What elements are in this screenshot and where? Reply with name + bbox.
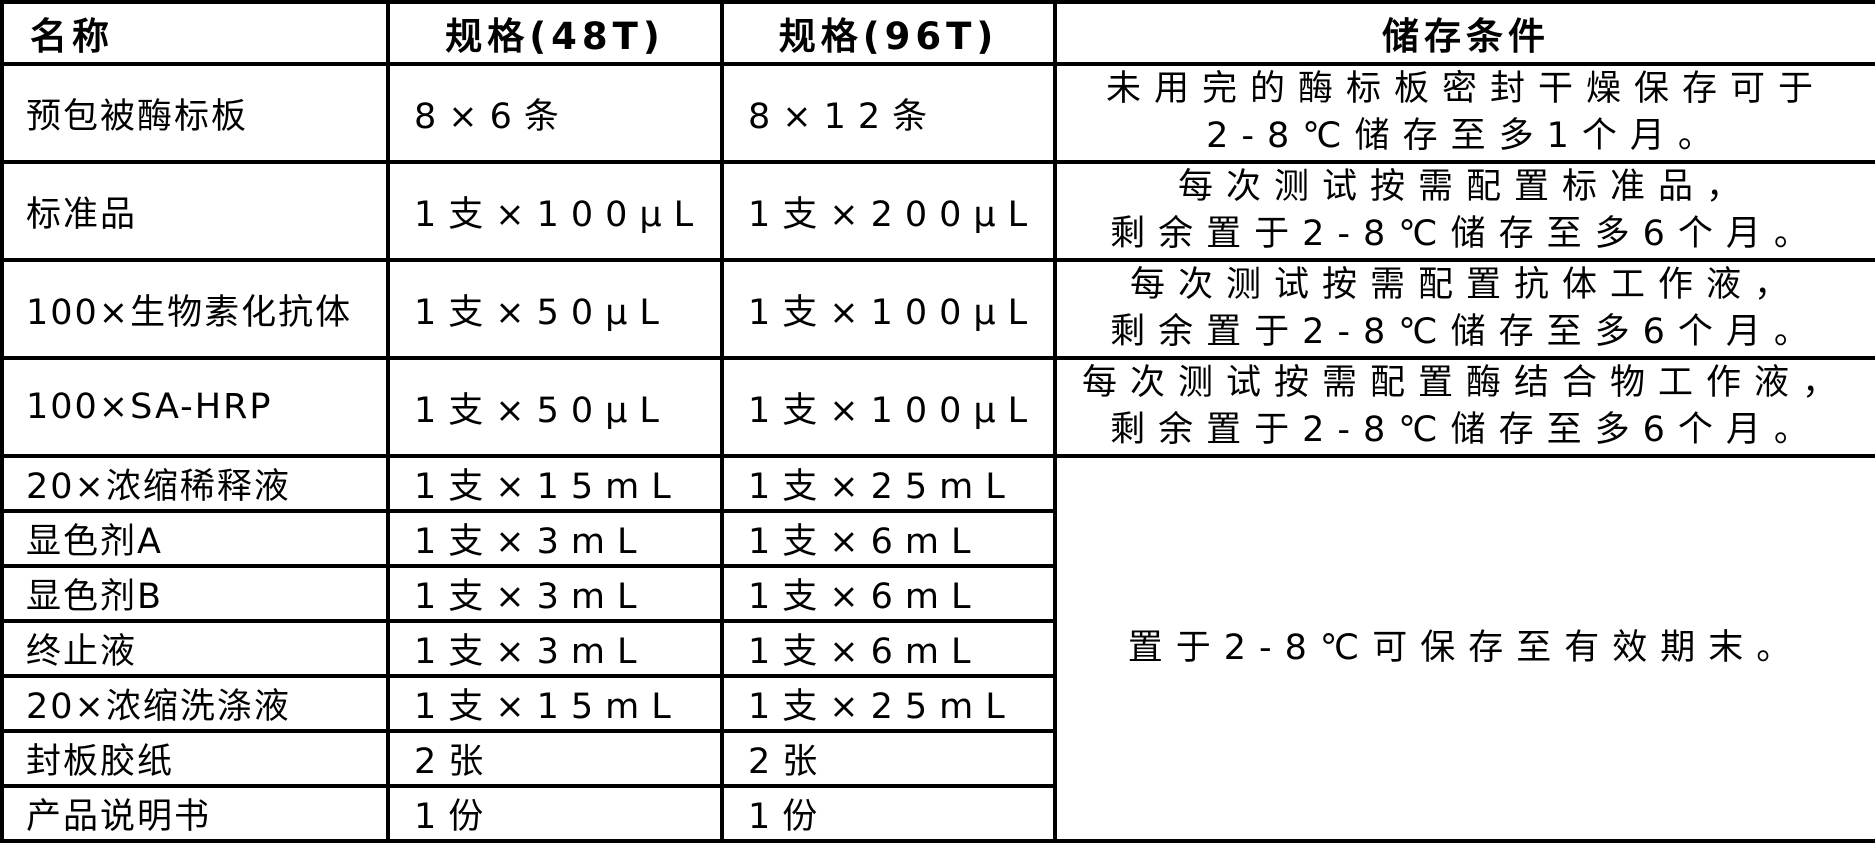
cell-spec-48t: 1支×3mL [386,509,724,568]
cell-spec-48t: 8×6条 [386,62,724,164]
header-storage-conditions: 储存条件 [1053,0,1875,66]
cell-component-name: 产品说明书 [0,784,390,843]
cell-component-name: 显色剂A [0,509,390,568]
table-row: 20×浓缩稀释液 1支×15mL 1支×25mL 置于2-8℃可保存至有效期末。 [0,454,1875,843]
header-spec-96t: 规格(96T) [720,0,1057,66]
table-row: 终止液 1支×3mL 1支×6mL [0,619,1875,678]
cell-spec-96t: 1支×25mL [720,674,1057,733]
header-name: 名称 [0,0,390,66]
cell-component-name: 预包被酶标板 [0,62,390,164]
cell-component-name: 显色剂B [0,564,390,623]
cell-storage-condition: 每次测试按需配置标准品， 剩余置于2-8℃储存至多6个月。 [1053,160,1875,262]
cell-component-name: 100×生物素化抗体 [0,258,390,360]
storage-line-1: 每次测试按需配置酶结合物工作液， [1081,363,1850,403]
cell-spec-48t: 1份 [386,784,724,843]
header-spec-48t: 规格(48T) [386,0,724,66]
cell-storage-condition-merged: 置于2-8℃可保存至有效期末。 [1053,454,1875,843]
table-header: 名称 规格(48T) 规格(96T) 储存条件 [0,0,1875,66]
table-row: 100×SA-HRP 1支×50μL 1支×100μL 每次测试按需配置酶结合物… [0,356,1875,458]
cell-spec-96t: 1份 [720,784,1057,843]
storage-line-2: 剩余置于2-8℃储存至多6个月。 [1110,312,1822,352]
cell-spec-96t: 1支×6mL [720,509,1057,568]
cell-storage-condition: 每次测试按需配置酶结合物工作液， 剩余置于2-8℃储存至多6个月。 [1053,356,1875,458]
cell-spec-96t: 1支×6mL [720,564,1057,623]
cell-component-name: 100×SA-HRP [0,356,390,458]
table-row: 标准品 1支×100μL 1支×200μL 每次测试按需配置标准品， 剩余置于2… [0,160,1875,262]
storage-line-2: 2-8℃储存至多1个月。 [1206,116,1726,156]
table-row: 显色剂B 1支×3mL 1支×6mL [0,564,1875,623]
cell-spec-96t: 1支×100μL [720,258,1057,360]
cell-storage-condition: 每次测试按需配置抗体工作液， 剩余置于2-8℃储存至多6个月。 [1053,258,1875,360]
cell-component-name: 标准品 [0,160,390,262]
cell-spec-48t: 2张 [386,729,724,788]
cell-spec-48t: 1支×100μL [386,160,724,262]
table-row: 100×生物素化抗体 1支×50μL 1支×100μL 每次测试按需配置抗体工作… [0,258,1875,360]
cell-spec-48t: 1支×3mL [386,564,724,623]
table-row: 显色剂A 1支×3mL 1支×6mL [0,509,1875,568]
cell-component-name: 20×浓缩稀释液 [0,454,390,513]
table-row: 20×浓缩洗涤液 1支×15mL 1支×25mL [0,674,1875,733]
storage-line-1: 未用完的酶标板密封干燥保存可于 [1105,69,1826,109]
cell-spec-96t: 1支×200μL [720,160,1057,262]
table-body: 预包被酶标板 8×6条 8×12条 未用完的酶标板密封干燥保存可于 2-8℃储存… [0,62,1875,843]
cell-spec-48t: 1支×50μL [386,258,724,360]
cell-component-name: 20×浓缩洗涤液 [0,674,390,733]
cell-spec-48t: 1支×3mL [386,619,724,678]
table-row: 预包被酶标板 8×6条 8×12条 未用完的酶标板密封干燥保存可于 2-8℃储存… [0,62,1875,164]
cell-spec-48t: 1支×50μL [386,356,724,458]
cell-spec-48t: 1支×15mL [386,674,724,733]
cell-component-name: 终止液 [0,619,390,678]
cell-spec-48t: 1支×15mL [386,454,724,513]
cell-spec-96t: 1支×25mL [720,454,1057,513]
storage-line-2: 剩余置于2-8℃储存至多6个月。 [1110,214,1822,254]
storage-line-1: 置于2-8℃可保存至有效期末。 [1127,628,1805,668]
cell-storage-condition: 未用完的酶标板密封干燥保存可于 2-8℃储存至多1个月。 [1053,62,1875,164]
storage-line-2: 剩余置于2-8℃储存至多6个月。 [1110,410,1822,450]
storage-line-1: 每次测试按需配置标准品， [1177,167,1754,207]
cell-spec-96t: 2张 [720,729,1057,788]
cell-spec-96t: 8×12条 [720,62,1057,164]
cell-component-name: 封板胶纸 [0,729,390,788]
cell-spec-96t: 1支×6mL [720,619,1057,678]
storage-line-1: 每次测试按需配置抗体工作液， [1129,265,1802,305]
header-row: 名称 规格(48T) 规格(96T) 储存条件 [0,0,1875,66]
cell-spec-96t: 1支×100μL [720,356,1057,458]
